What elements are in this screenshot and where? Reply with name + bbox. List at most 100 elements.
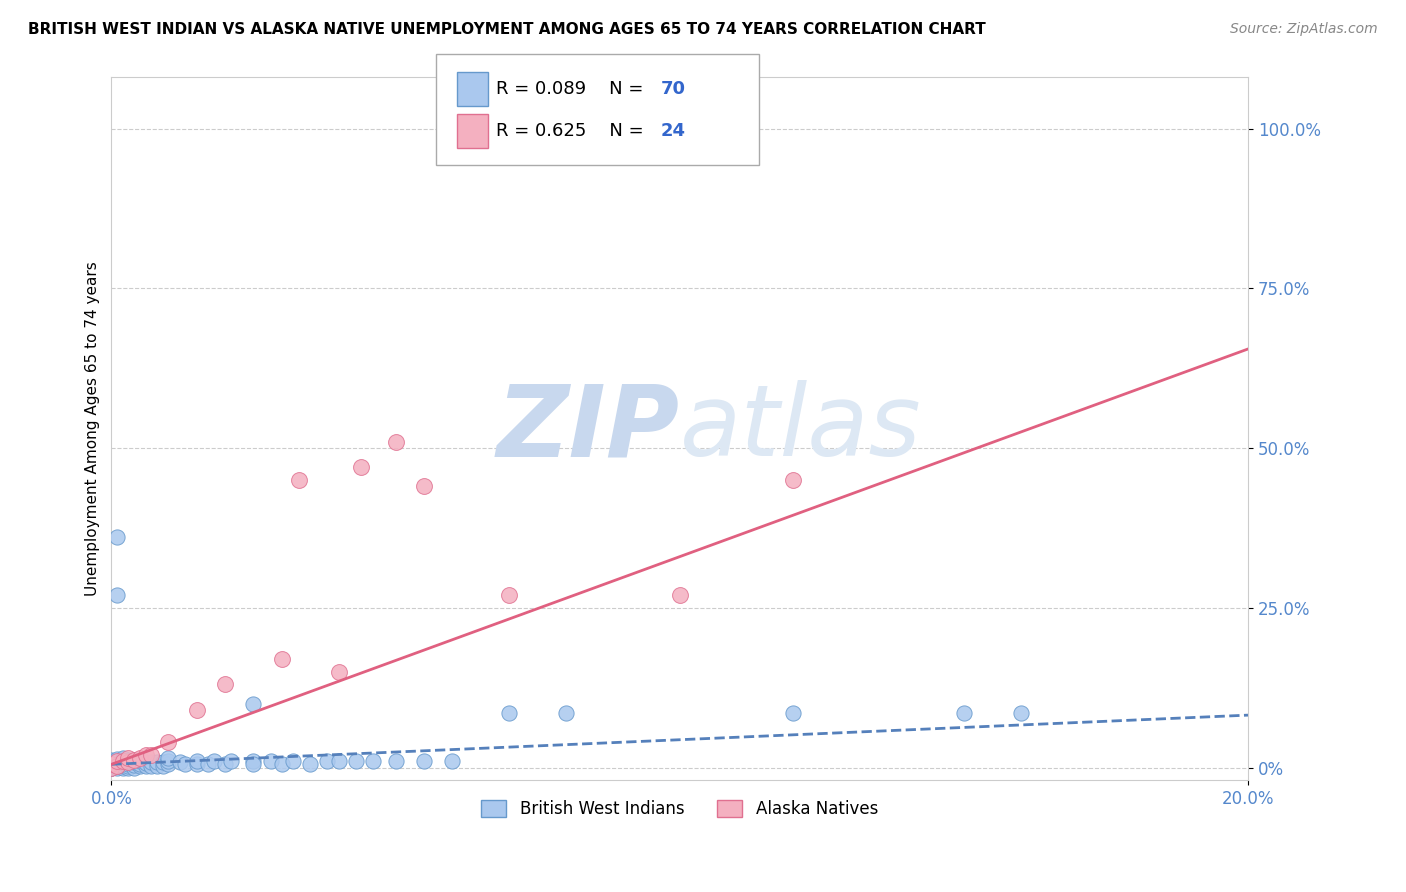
- Text: atlas: atlas: [679, 380, 921, 477]
- Point: [169, 756, 191, 770]
- Point: [122, 760, 145, 774]
- Point: [111, 754, 134, 768]
- Point: [214, 677, 236, 691]
- Point: [128, 751, 150, 765]
- Point: [242, 697, 264, 711]
- Point: [441, 754, 464, 768]
- Point: [152, 756, 174, 770]
- Point: [413, 754, 436, 768]
- Text: Source: ZipAtlas.com: Source: ZipAtlas.com: [1230, 22, 1378, 37]
- Point: [105, 531, 128, 545]
- Point: [105, 757, 128, 772]
- Point: [100, 760, 122, 774]
- Point: [105, 758, 128, 772]
- Point: [157, 757, 180, 772]
- Text: 70: 70: [661, 80, 686, 98]
- Point: [288, 473, 311, 487]
- Point: [111, 754, 134, 768]
- Point: [242, 757, 264, 772]
- Point: [413, 479, 436, 493]
- Point: [259, 754, 281, 768]
- Point: [953, 706, 976, 721]
- Point: [111, 751, 134, 765]
- Point: [111, 760, 134, 774]
- Point: [299, 757, 322, 772]
- Point: [128, 754, 150, 768]
- Point: [105, 588, 128, 602]
- Point: [316, 754, 339, 768]
- Point: [141, 756, 163, 770]
- Point: [157, 735, 180, 749]
- Point: [668, 588, 690, 602]
- Point: [782, 706, 804, 721]
- Point: [134, 747, 156, 762]
- Text: R = 0.089    N =: R = 0.089 N =: [496, 80, 650, 98]
- Point: [128, 756, 150, 771]
- Text: BRITISH WEST INDIAN VS ALASKA NATIVE UNEMPLOYMENT AMONG AGES 65 TO 74 YEARS CORR: BRITISH WEST INDIAN VS ALASKA NATIVE UNE…: [28, 22, 986, 37]
- Point: [1010, 706, 1032, 721]
- Text: R = 0.625    N =: R = 0.625 N =: [496, 122, 650, 140]
- Point: [100, 760, 122, 774]
- Point: [270, 757, 292, 772]
- Point: [105, 758, 128, 772]
- Point: [105, 754, 128, 768]
- Point: [105, 752, 128, 766]
- Point: [157, 754, 180, 768]
- Point: [111, 758, 134, 772]
- Point: [141, 758, 163, 772]
- Point: [384, 434, 406, 449]
- Point: [100, 757, 122, 772]
- Point: [117, 758, 139, 772]
- Point: [141, 747, 163, 762]
- Point: [122, 753, 145, 767]
- Point: [122, 756, 145, 770]
- Point: [498, 706, 520, 721]
- Point: [152, 758, 174, 772]
- Text: ZIP: ZIP: [496, 380, 679, 477]
- Point: [384, 754, 406, 768]
- Point: [283, 754, 305, 768]
- Point: [105, 760, 128, 774]
- Point: [219, 754, 242, 768]
- Point: [111, 756, 134, 770]
- Point: [122, 753, 145, 767]
- Point: [186, 703, 208, 717]
- Text: 24: 24: [661, 122, 686, 140]
- Point: [186, 754, 208, 768]
- Point: [134, 758, 156, 772]
- Point: [100, 753, 122, 767]
- Point: [117, 756, 139, 770]
- Point: [117, 760, 139, 774]
- Point: [105, 754, 128, 768]
- Point: [555, 706, 578, 721]
- Point: [100, 757, 122, 772]
- Point: [197, 757, 219, 772]
- Point: [361, 754, 384, 768]
- Point: [328, 665, 350, 679]
- Point: [117, 757, 139, 772]
- Point: [100, 760, 122, 774]
- Point: [105, 756, 128, 770]
- Point: [134, 756, 156, 770]
- Point: [117, 753, 139, 767]
- Point: [117, 756, 139, 770]
- Point: [117, 751, 139, 765]
- Point: [350, 460, 373, 475]
- Y-axis label: Unemployment Among Ages 65 to 74 years: Unemployment Among Ages 65 to 74 years: [86, 261, 100, 596]
- Legend: British West Indians, Alaska Natives: British West Indians, Alaska Natives: [475, 793, 884, 825]
- Point: [328, 754, 350, 768]
- Point: [242, 754, 264, 768]
- Point: [186, 757, 208, 772]
- Point: [157, 751, 180, 765]
- Point: [122, 758, 145, 772]
- Point: [214, 757, 236, 772]
- Point: [100, 754, 122, 768]
- Point: [270, 652, 292, 666]
- Point: [782, 473, 804, 487]
- Point: [174, 757, 197, 772]
- Point: [128, 759, 150, 773]
- Point: [146, 758, 169, 772]
- Point: [486, 121, 509, 136]
- Point: [100, 760, 122, 774]
- Point: [202, 754, 225, 768]
